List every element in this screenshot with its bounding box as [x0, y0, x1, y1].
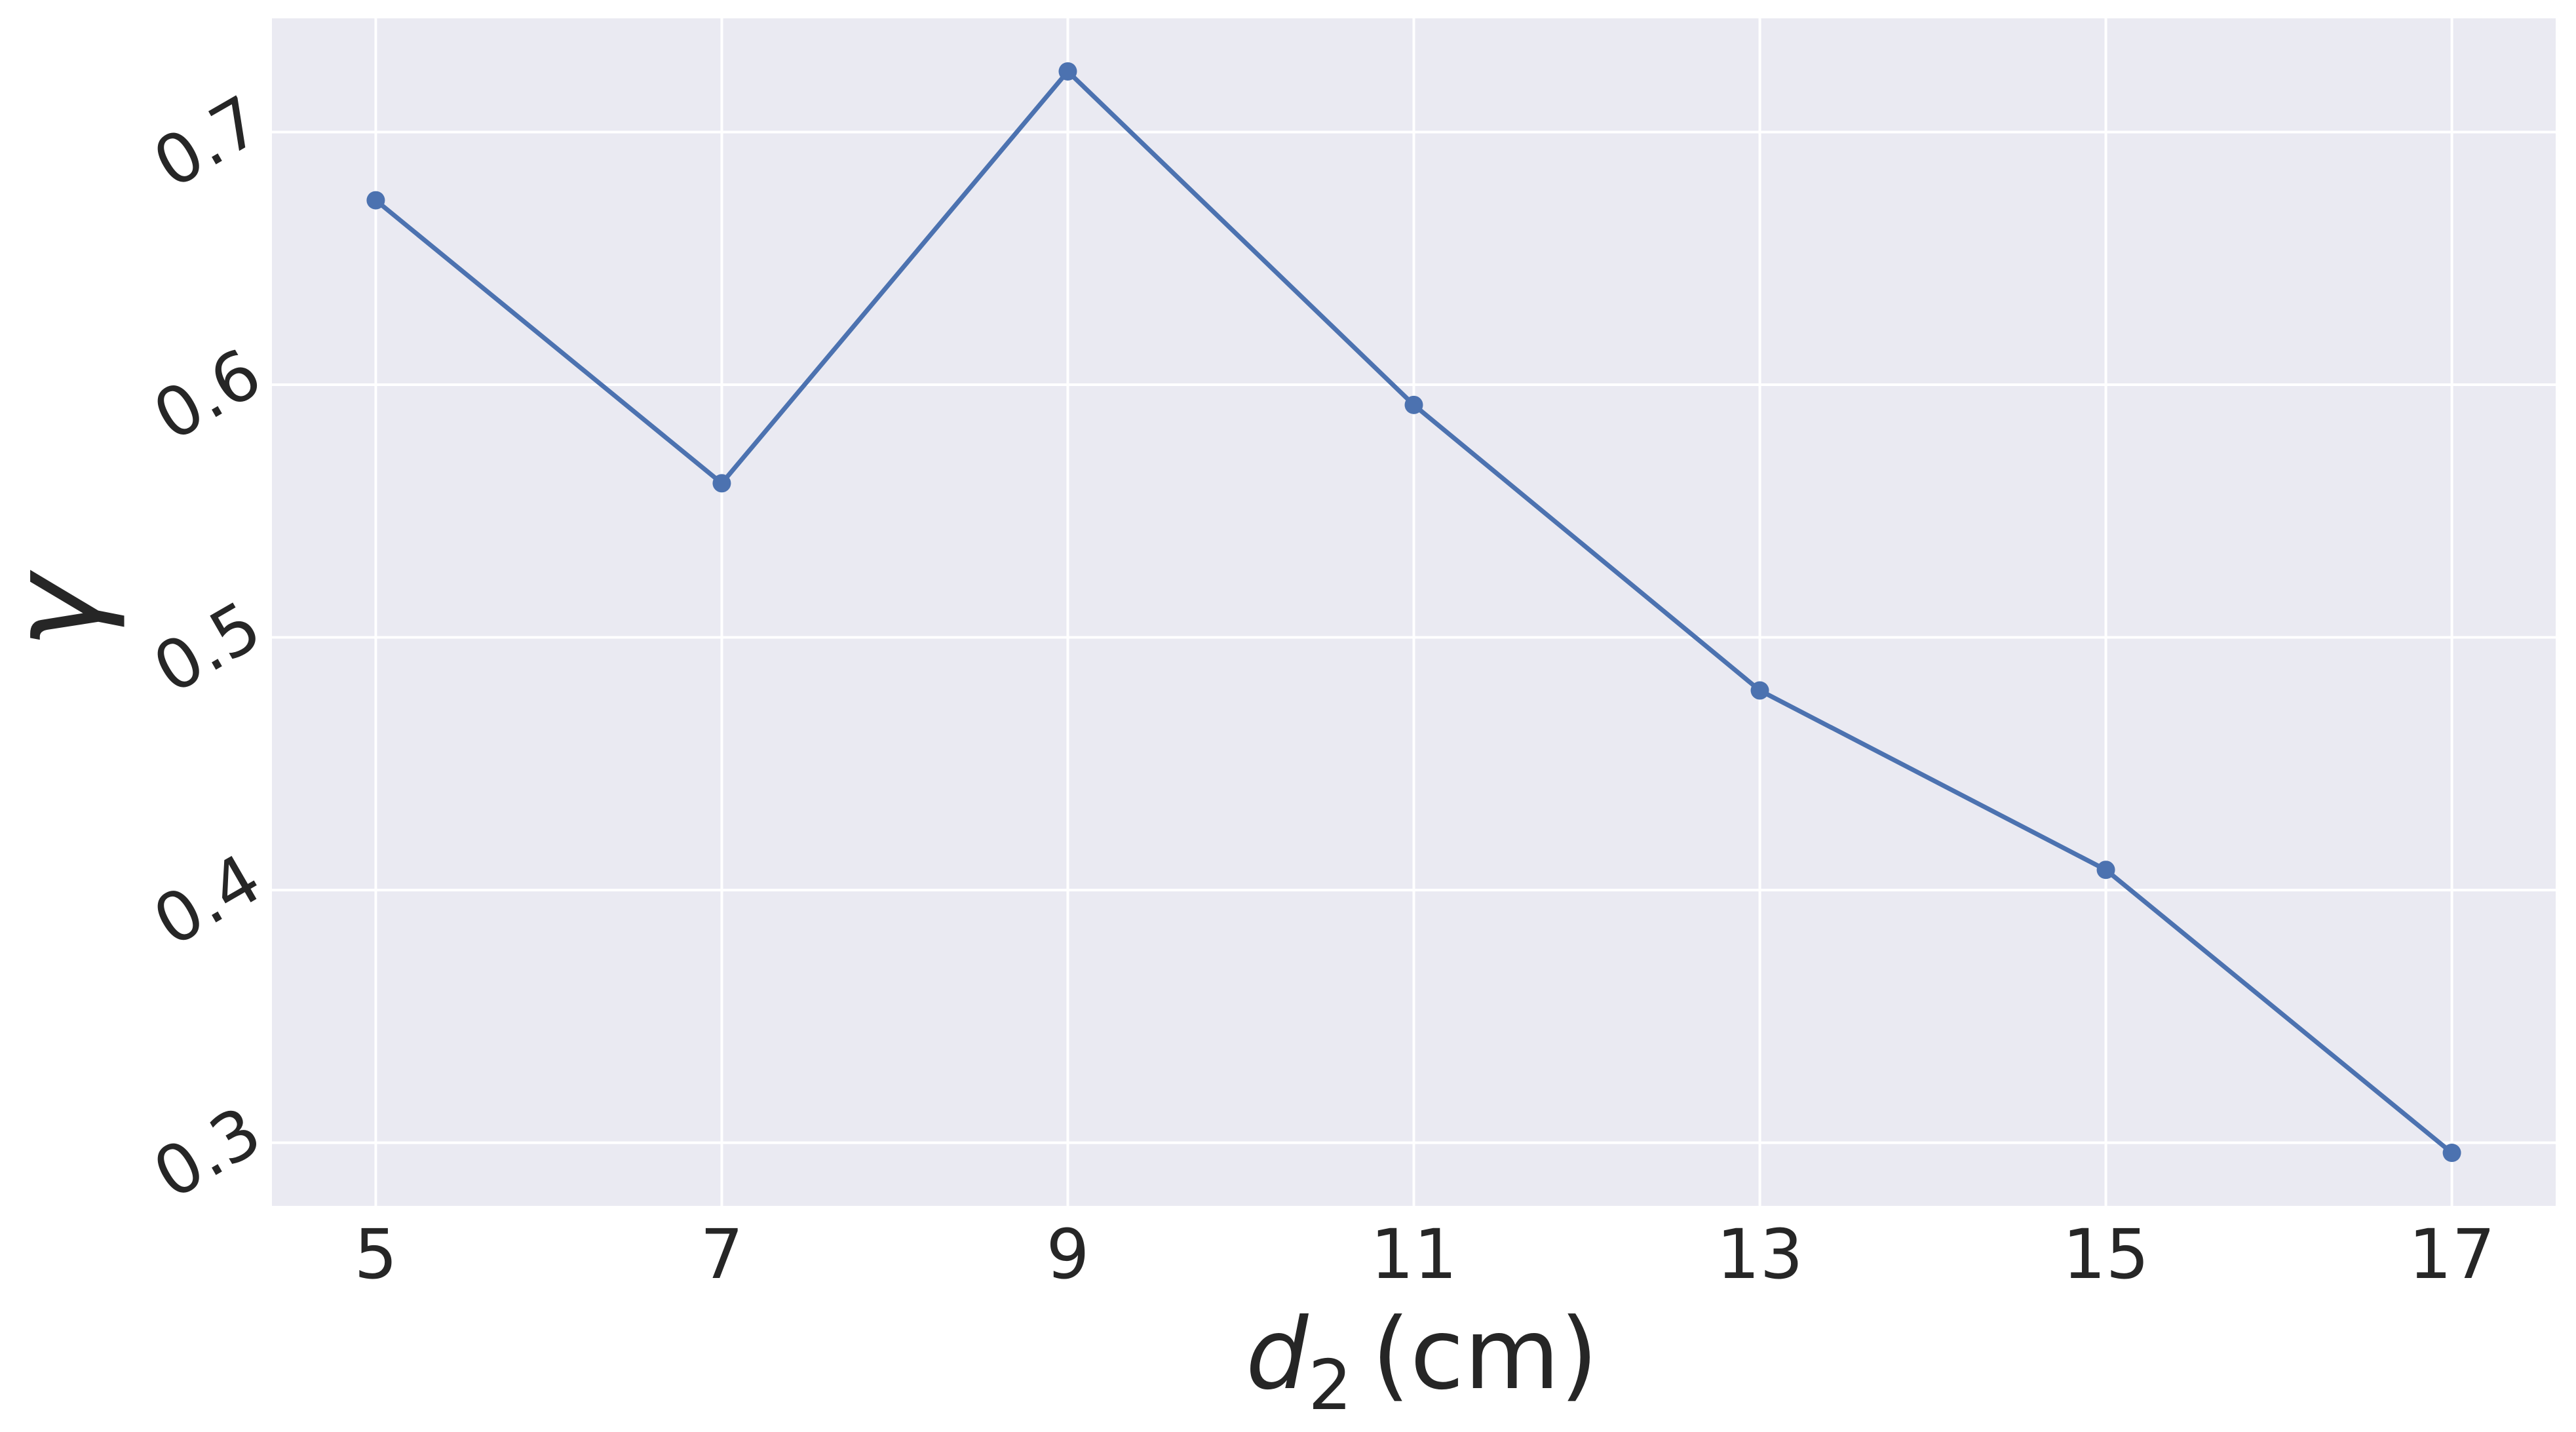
y-tick-label: 0.5 — [140, 586, 274, 709]
x-axis-title-sub: 2 — [1308, 1345, 1352, 1425]
y-tick-label: 0.3 — [140, 1091, 274, 1214]
x-tick-label: 11 — [1370, 1214, 1457, 1294]
y-tick-label: 0.6 — [140, 333, 274, 456]
data-point — [2096, 861, 2115, 880]
x-axis-title-main: d — [1246, 1298, 1309, 1412]
x-axis-title: d2 (cm) — [1246, 1298, 1598, 1425]
data-point — [1404, 395, 1423, 414]
x-axis-title-unit: (cm) — [1372, 1298, 1598, 1412]
x-tick-label: 9 — [1046, 1214, 1089, 1294]
x-tick-label: 5 — [354, 1214, 397, 1294]
y-tick-label: 0.7 — [140, 81, 274, 204]
data-point — [1750, 681, 1769, 700]
x-tick-label: 7 — [700, 1214, 743, 1294]
data-point — [712, 474, 731, 493]
x-tick-label: 17 — [2408, 1214, 2495, 1294]
grid-lines — [272, 18, 2556, 1206]
series-group — [366, 62, 2461, 1163]
y-tick-labels: 0.3 0.4 0.5 0.6 0.7 — [140, 81, 274, 1214]
data-point — [2442, 1144, 2461, 1163]
y-axis-title: γ — [0, 570, 128, 649]
x-tick-label: 15 — [2062, 1214, 2149, 1294]
y-tick-label: 0.4 — [140, 838, 274, 961]
x-tick-labels: 5 7 9 11 13 15 17 — [354, 1214, 2495, 1294]
data-point — [366, 191, 385, 210]
data-point — [1058, 62, 1077, 81]
x-tick-label: 13 — [1716, 1214, 1803, 1294]
